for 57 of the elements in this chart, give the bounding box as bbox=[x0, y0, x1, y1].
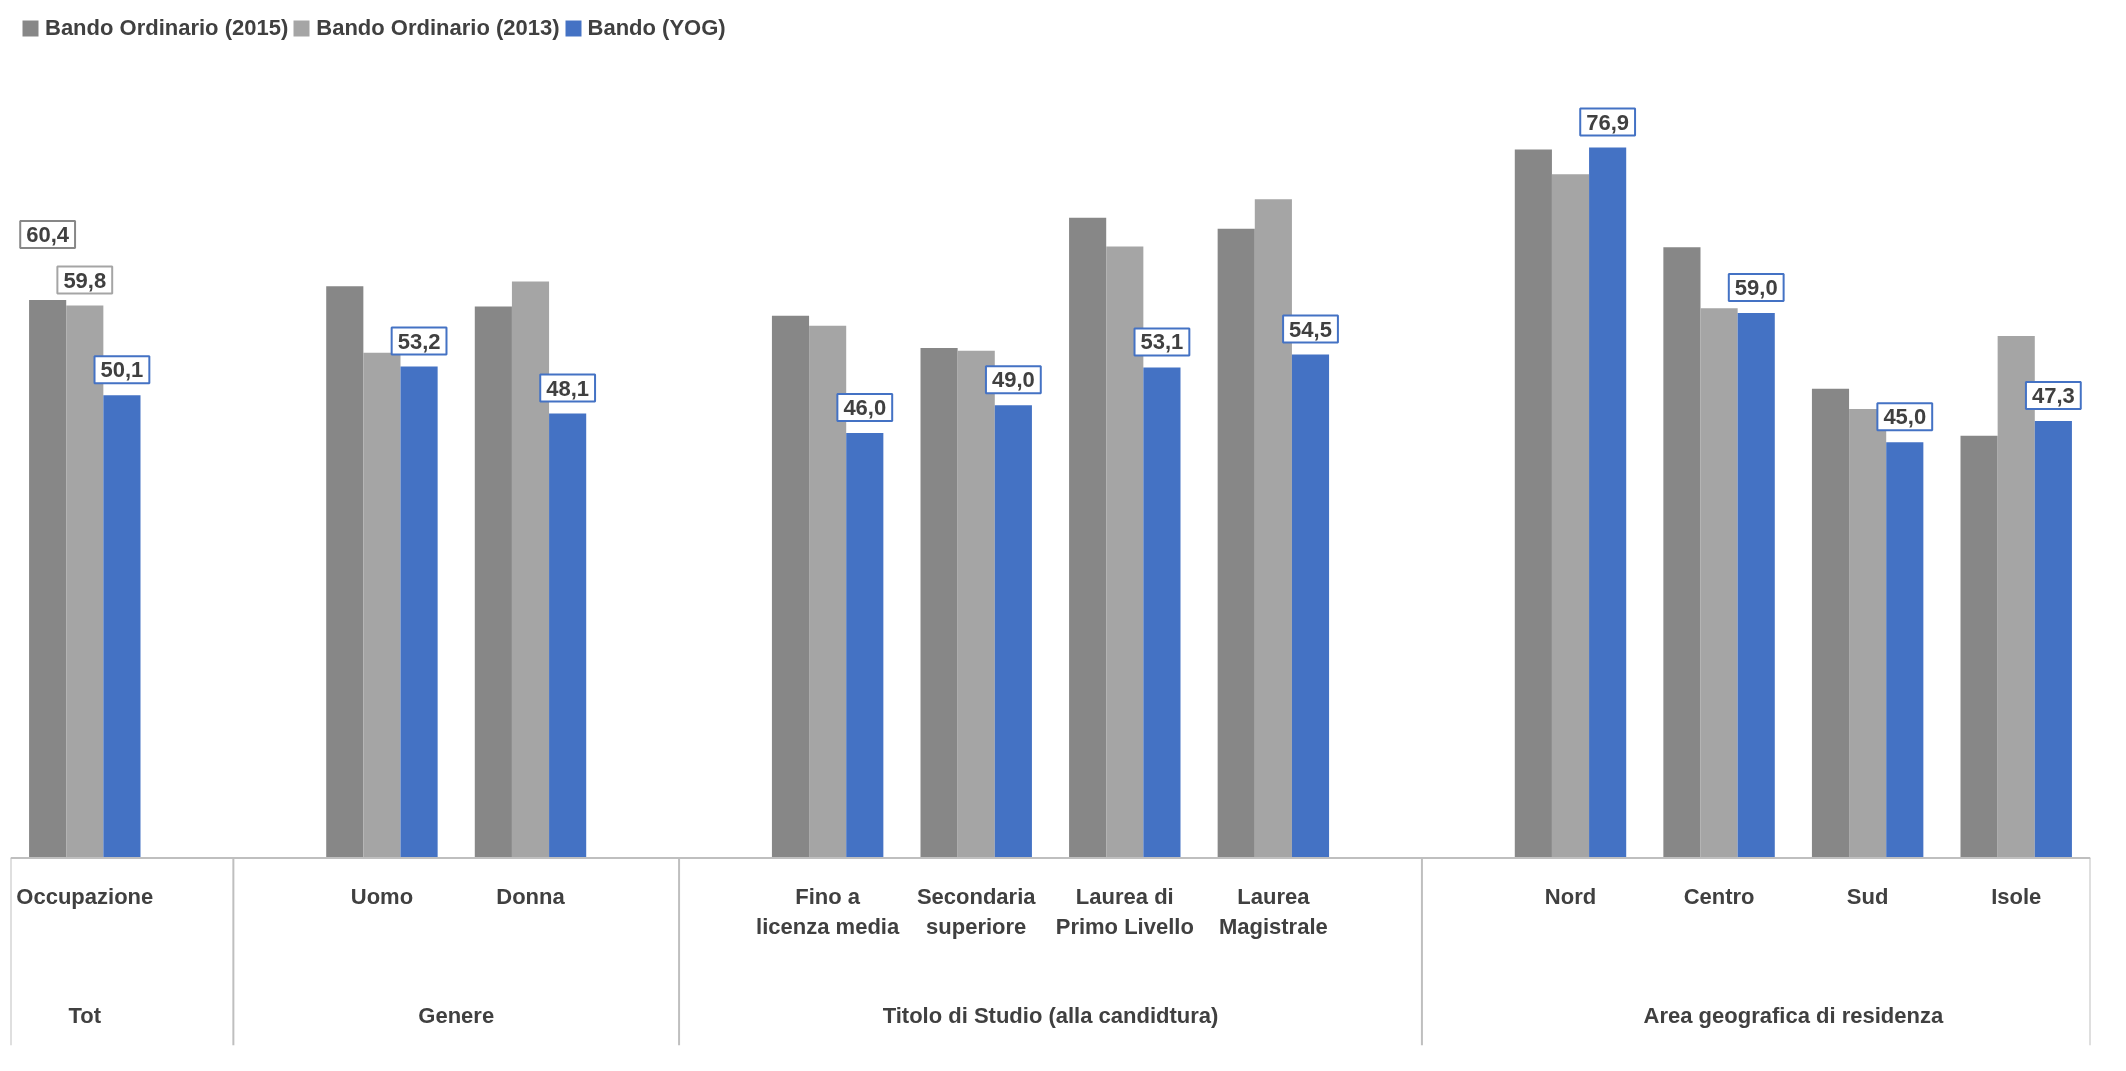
bar bbox=[1700, 308, 1738, 858]
bar bbox=[1254, 199, 1292, 858]
legend-label: Bando Ordinario (2013) bbox=[316, 15, 560, 41]
bar bbox=[994, 405, 1032, 858]
data-label: 47,3 bbox=[2031, 383, 2075, 409]
legend-label: Bando (YOG) bbox=[587, 15, 726, 41]
bar bbox=[1811, 388, 1850, 858]
data-label: 60,4 bbox=[26, 222, 70, 247]
text: Genere bbox=[418, 1003, 495, 1029]
bar bbox=[1514, 149, 1552, 858]
data-label: 45,0 bbox=[1883, 404, 1927, 430]
data-label: 53,2 bbox=[397, 328, 441, 354]
data-label: 53,1 bbox=[1140, 329, 1184, 355]
bar bbox=[1291, 354, 1330, 858]
bar bbox=[1551, 174, 1590, 858]
bar bbox=[771, 315, 810, 858]
bar bbox=[29, 300, 67, 858]
bar bbox=[1886, 442, 1924, 858]
x-tick-label: Fino a licenza media bbox=[756, 883, 900, 939]
data-label: 50,1 bbox=[100, 357, 144, 383]
data-label: 76,9 bbox=[1586, 109, 1630, 135]
bar bbox=[549, 413, 587, 858]
bar bbox=[400, 366, 438, 858]
bar bbox=[1663, 247, 1701, 858]
x-tick-label: Sud bbox=[1846, 883, 1889, 909]
bar bbox=[1217, 228, 1255, 858]
bar bbox=[1143, 367, 1181, 858]
x-tick-label: Donna bbox=[496, 883, 566, 909]
data-label: 59,8 bbox=[63, 267, 107, 293]
legend-label: Bando Ordinario (2015) bbox=[45, 15, 289, 41]
bar bbox=[1737, 312, 1775, 858]
bar bbox=[1589, 147, 1627, 858]
text: Tot bbox=[68, 1003, 102, 1029]
bar bbox=[1069, 217, 1107, 858]
bar bbox=[474, 306, 512, 858]
bar bbox=[326, 286, 364, 858]
x-tick-label: Laurea di Primo Livello bbox=[1055, 883, 1194, 939]
data-label: 48,1 bbox=[546, 375, 590, 401]
x-tick-label: Centro bbox=[1683, 883, 1755, 909]
data-label: 59,0 bbox=[1734, 274, 1778, 300]
data-label: 46,0 bbox=[843, 395, 887, 421]
data-label: 49,0 bbox=[991, 367, 1035, 393]
text: Area geografica di residenza bbox=[1643, 1003, 1944, 1029]
x-tick-label: Secondaria superiore bbox=[916, 883, 1037, 939]
bar bbox=[920, 348, 958, 858]
bar bbox=[363, 352, 401, 858]
data-label: 54,5 bbox=[1289, 316, 1332, 342]
bar bbox=[103, 395, 141, 858]
x-tick-label: Laurea Magistrale bbox=[1218, 883, 1328, 939]
bar bbox=[846, 433, 884, 858]
bar bbox=[2034, 421, 2072, 858]
text: Titolo di Studio (alla candidtura) bbox=[882, 1003, 1219, 1029]
x-tick-label: Occupazione bbox=[16, 883, 154, 909]
x-tick-label: Uomo bbox=[350, 883, 414, 909]
x-tick-label: Isole bbox=[1991, 883, 2042, 909]
bar bbox=[1960, 435, 1998, 858]
x-tick-label: Nord bbox=[1544, 883, 1597, 909]
